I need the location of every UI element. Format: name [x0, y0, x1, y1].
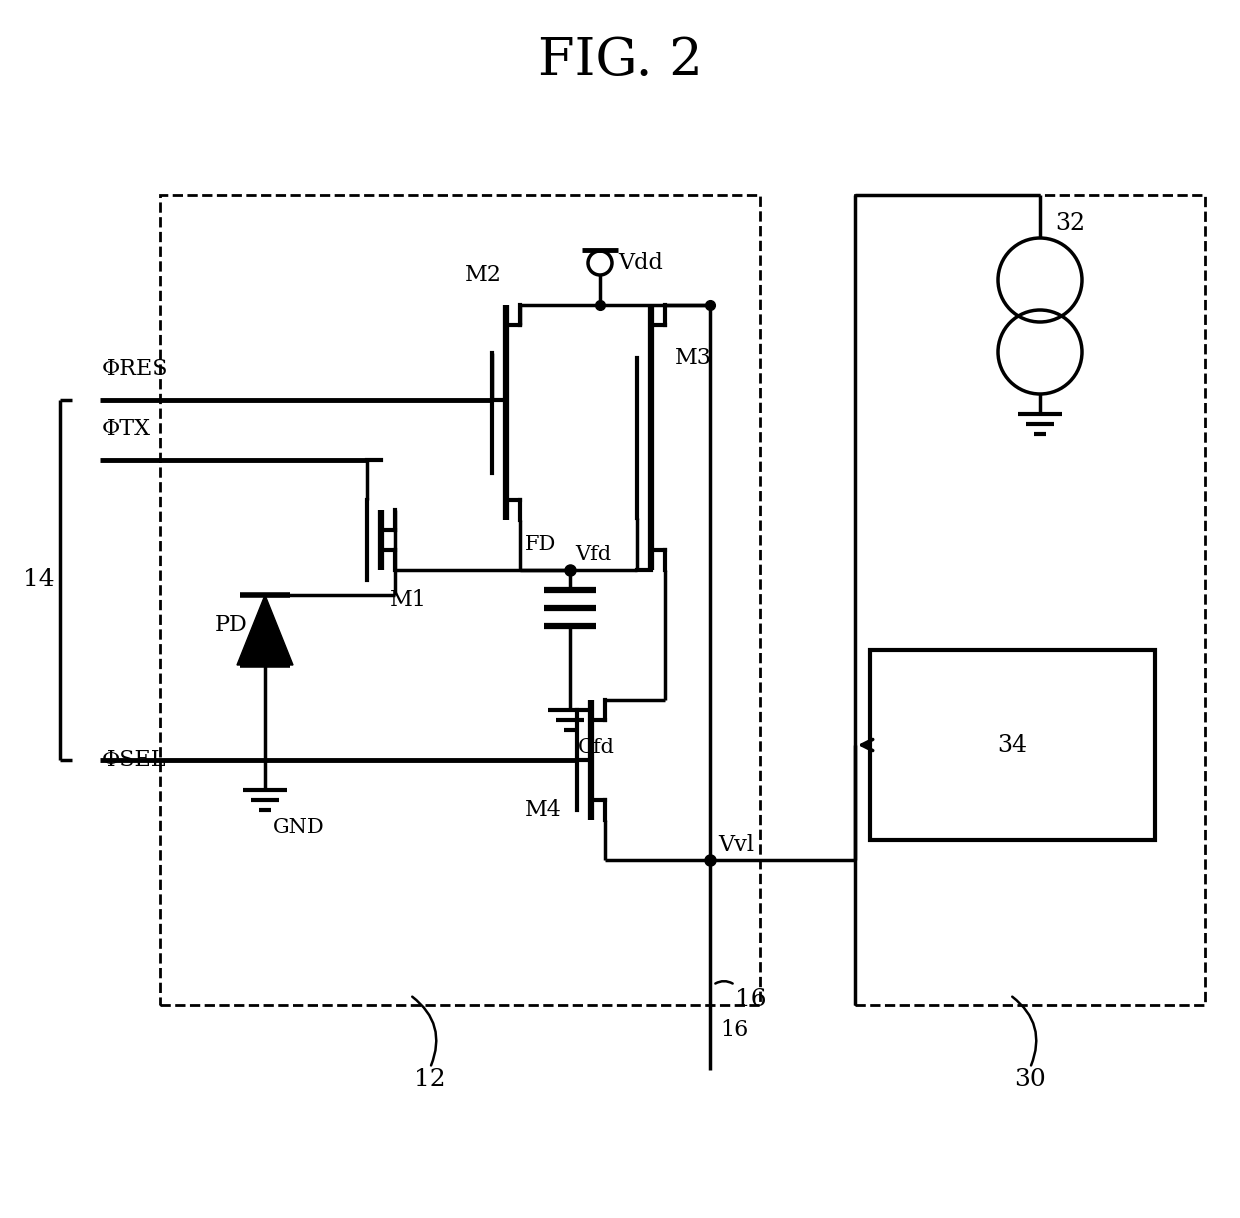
- Text: 12: 12: [414, 1068, 446, 1091]
- Text: Vvl: Vvl: [718, 834, 754, 856]
- Polygon shape: [237, 596, 293, 665]
- Text: 34: 34: [997, 733, 1027, 756]
- Text: M2: M2: [465, 264, 502, 286]
- Text: PD: PD: [215, 614, 248, 636]
- Text: Vdd: Vdd: [618, 252, 663, 274]
- Text: 14: 14: [24, 569, 55, 592]
- Text: ΦSEL: ΦSEL: [102, 749, 166, 771]
- Text: M4: M4: [525, 799, 562, 821]
- Text: 30: 30: [1014, 1068, 1045, 1091]
- Text: Cfd: Cfd: [578, 738, 615, 758]
- Text: 16: 16: [720, 1019, 748, 1041]
- Text: M1: M1: [391, 590, 427, 611]
- Text: Vfd: Vfd: [575, 546, 611, 564]
- Text: GND: GND: [273, 818, 325, 837]
- Text: 16: 16: [735, 989, 766, 1011]
- Text: FIG. 2: FIG. 2: [538, 34, 702, 85]
- Text: 32: 32: [1055, 212, 1085, 235]
- Text: ΦTX: ΦTX: [102, 418, 151, 440]
- Text: M3: M3: [675, 346, 712, 369]
- Text: FD: FD: [525, 536, 557, 554]
- Text: ΦRES: ΦRES: [102, 358, 169, 380]
